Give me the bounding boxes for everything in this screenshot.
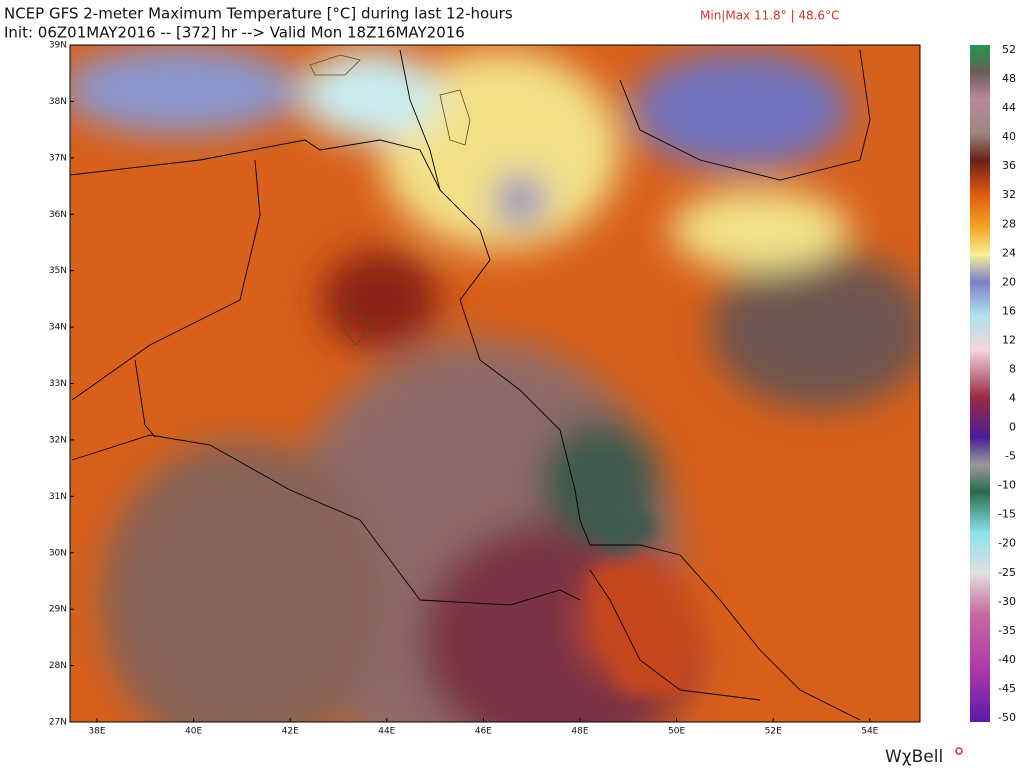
lat-label: 28N <box>49 661 67 671</box>
subtitle: Init: 06Z01MAY2016 -- [372] hr --> Valid… <box>4 24 465 42</box>
lat-label: 31N <box>49 492 67 502</box>
lon-label: 38E <box>88 727 105 737</box>
title: NCEP GFS 2-meter Maximum Temperature [°C… <box>4 5 513 23</box>
map <box>70 45 920 722</box>
lon-label: 48E <box>571 727 588 737</box>
colorbar-label: 48 <box>1002 72 1016 85</box>
colorbar-label: -10 <box>998 479 1016 492</box>
lat-label: 35N <box>49 266 67 276</box>
colorbar-label: -45 <box>998 682 1016 695</box>
colorbar-label: 44 <box>1002 101 1016 114</box>
colorbar-label: 36 <box>1002 159 1016 172</box>
colorbar-label: 0 <box>1009 421 1016 434</box>
colorbar-label: -15 <box>998 508 1016 521</box>
lon-label: 44E <box>378 727 395 737</box>
lat-label: 27N <box>49 718 67 728</box>
colorbar-label: 12 <box>1002 333 1016 346</box>
lat-label: 29N <box>49 605 67 615</box>
colorbar-label: 28 <box>1002 217 1016 230</box>
lon-label: 42E <box>282 727 299 737</box>
colorbar-label: -5 <box>1005 450 1016 463</box>
min-max: Min|Max 11.8° | 48.6°C <box>700 9 839 23</box>
colorbar-label: -50 <box>998 711 1016 724</box>
lat-label: 32N <box>49 435 67 445</box>
lat-label: 39N <box>49 41 67 51</box>
lon-label: 46E <box>475 727 492 737</box>
colorbar-label: 40 <box>1002 130 1016 143</box>
colorbar-label: 24 <box>1002 246 1016 259</box>
lat-label: 34N <box>49 323 67 333</box>
colorbar-label: -30 <box>998 595 1016 608</box>
brand-dot <box>955 747 963 755</box>
lat-label: 30N <box>49 548 67 558</box>
colorbar-label: 8 <box>1009 362 1016 375</box>
lat-label: 36N <box>49 210 67 220</box>
colorbar-label: -25 <box>998 566 1016 579</box>
lon-label: 40E <box>185 727 202 737</box>
colorbar-label: 52 <box>1002 43 1016 56</box>
colorbar-label: 4 <box>1009 392 1016 405</box>
colorbar-label: 32 <box>1002 188 1016 201</box>
lat-label: 38N <box>49 97 67 107</box>
lat-label: 33N <box>49 379 67 389</box>
colorbar-label: -35 <box>998 624 1016 637</box>
lon-label: 50E <box>668 727 685 737</box>
colorbar-label: 20 <box>1002 275 1016 288</box>
lat-label: 37N <box>49 153 67 163</box>
brand: WχBell <box>885 747 943 767</box>
colorbar-label: 16 <box>1002 304 1016 317</box>
colorbar <box>970 45 990 722</box>
lon-label: 52E <box>765 727 782 737</box>
lon-label: 54E <box>861 727 878 737</box>
colorbar-label: -40 <box>998 653 1016 666</box>
colorbar-label: -20 <box>998 537 1016 550</box>
